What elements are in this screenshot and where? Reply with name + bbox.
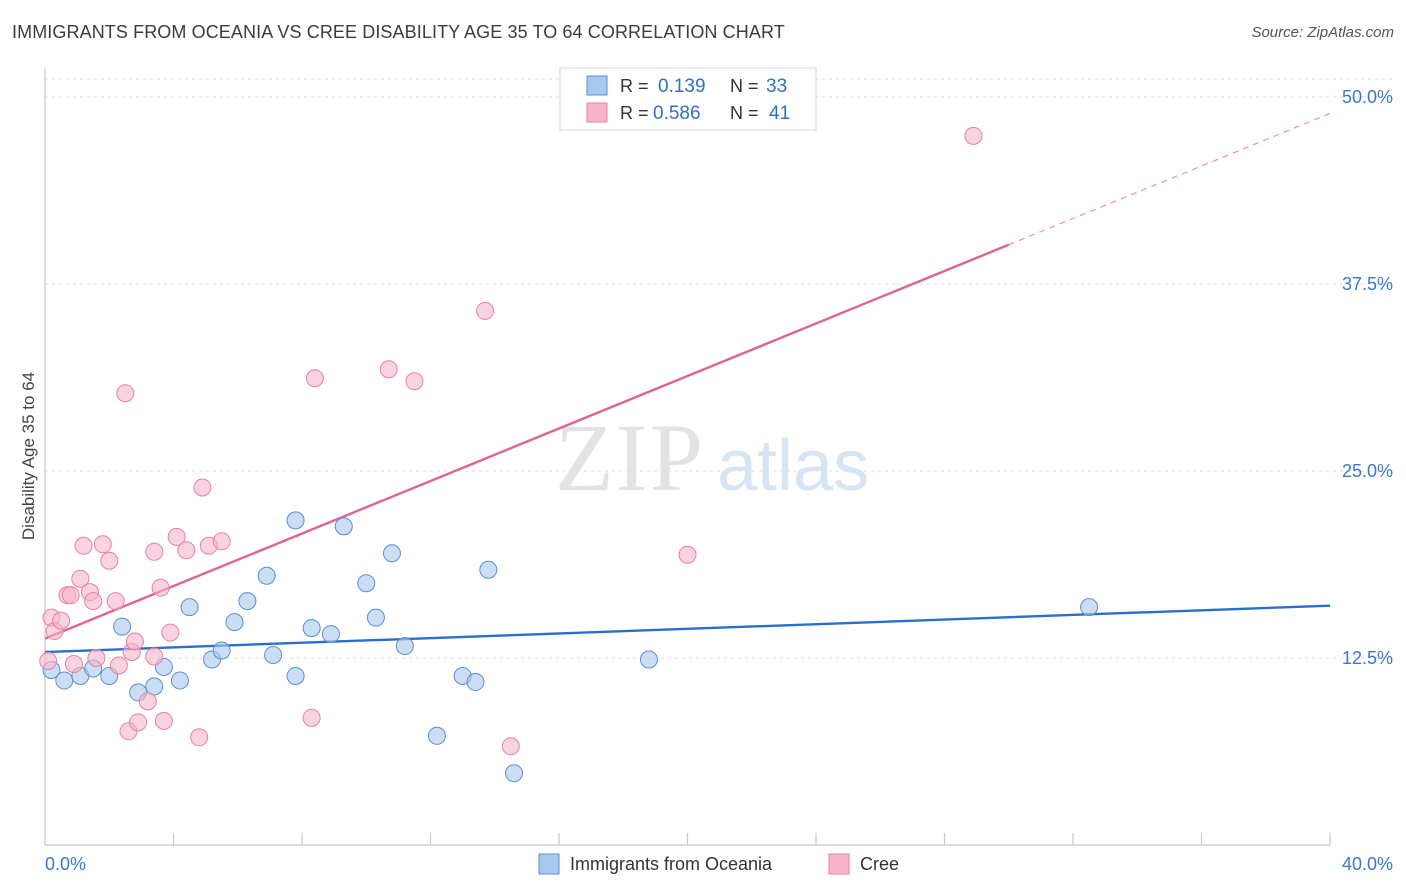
y-tick-label: 12.5% — [1342, 648, 1393, 668]
legend-r-value-oceania: 0.139 — [658, 76, 706, 97]
data-point-oceania — [1080, 598, 1099, 617]
watermark-zip: ZIP — [555, 404, 705, 511]
data-point-cree — [501, 737, 520, 756]
data-point-oceania — [55, 671, 74, 690]
data-point-cree — [212, 532, 231, 551]
data-point-cree — [167, 527, 186, 546]
data-point-oceania — [466, 672, 485, 691]
data-point-cree — [151, 578, 170, 597]
correlation-legend: R = 0.139 N = 33 R = 0.586 N = 41 — [559, 67, 817, 131]
data-point-cree — [145, 647, 164, 666]
legend-n-label-cree: N = — [730, 103, 759, 123]
data-point-cree — [64, 654, 83, 673]
data-point-cree — [177, 541, 196, 560]
data-point-oceania — [479, 560, 498, 579]
y-tick-label: 50.0% — [1342, 87, 1393, 107]
data-point-oceania — [302, 619, 321, 638]
data-point-oceania — [357, 574, 376, 593]
data-point-oceania — [238, 592, 257, 611]
data-point-cree — [964, 126, 983, 145]
legend-n-label-oceania: N = — [730, 76, 759, 96]
data-point-oceania — [225, 613, 244, 632]
trend-line-oceania — [44, 604, 1331, 654]
y-axis-label: Disability Age 35 to 64 — [19, 372, 38, 540]
data-point-oceania — [113, 617, 132, 636]
data-point-cree — [106, 592, 125, 611]
source-label: Source: ZipAtlas.com — [1251, 24, 1394, 41]
watermark-atlas: atlas — [717, 426, 869, 506]
data-point-oceania — [334, 517, 353, 536]
data-point-cree — [129, 713, 148, 732]
data-point-cree — [100, 551, 119, 570]
data-point-oceania — [395, 637, 414, 656]
series-legend-label-cree: Cree — [860, 854, 899, 874]
y-tick-label: 37.5% — [1342, 274, 1393, 294]
series-legend-swatch-oceania — [538, 853, 560, 875]
data-point-cree — [87, 649, 106, 667]
data-point-cree — [678, 545, 697, 564]
data-point-cree — [190, 728, 209, 747]
data-point-cree — [125, 632, 144, 651]
data-point-cree — [305, 369, 324, 388]
data-point-oceania — [257, 566, 276, 585]
series-legend-swatch-cree — [828, 853, 850, 875]
chart-title: IMMIGRANTS FROM OCEANIA VS CREE DISABILI… — [12, 22, 785, 42]
data-point-cree — [302, 708, 321, 727]
trend-line-cree-extension — [1008, 112, 1331, 246]
data-point-cree — [145, 542, 164, 561]
y-tick-label: 25.0% — [1342, 461, 1393, 481]
legend-n-value-oceania: 33 — [766, 76, 787, 97]
x-tick-label-max: 40.0% — [1342, 854, 1393, 874]
legend-r-value-cree: 0.586 — [653, 103, 701, 124]
data-point-oceania — [382, 544, 401, 563]
data-point-cree — [116, 384, 135, 403]
series-legend-label-oceania: Immigrants from Oceania — [570, 854, 773, 874]
data-point-oceania — [427, 726, 446, 745]
data-point-cree — [405, 372, 424, 391]
data-point-cree — [39, 651, 58, 670]
data-point-cree — [109, 656, 128, 675]
data-point-cree — [161, 623, 180, 642]
data-point-oceania — [145, 677, 164, 696]
trend-line-cree — [44, 243, 1010, 640]
data-point-cree — [71, 569, 90, 588]
data-point-cree — [193, 478, 212, 497]
legend-swatch-cree — [586, 102, 608, 123]
legend-n-value-cree: 41 — [769, 103, 790, 124]
x-tick-label-min: 0.0% — [45, 854, 86, 874]
data-point-cree — [74, 536, 93, 555]
legend-r-label-cree: R = — [620, 103, 649, 123]
data-point-cree — [379, 360, 398, 379]
data-point-cree — [476, 301, 495, 320]
data-point-cree — [154, 711, 173, 730]
series-legend: Immigrants from Oceania Cree — [538, 853, 899, 875]
data-point-oceania — [170, 671, 189, 690]
data-point-cree — [61, 586, 80, 605]
data-point-oceania — [212, 641, 231, 660]
legend-swatch-oceania — [586, 75, 608, 96]
data-point-cree — [84, 592, 103, 611]
data-point-cree — [93, 535, 112, 554]
data-point-oceania — [286, 511, 305, 530]
data-point-oceania — [180, 598, 199, 617]
legend-r-label-oceania: R = — [620, 76, 649, 96]
data-point-cree — [138, 692, 157, 711]
data-point-oceania — [264, 646, 283, 665]
data-point-cree — [52, 611, 71, 630]
data-point-oceania — [639, 650, 658, 669]
data-point-oceania — [366, 608, 385, 627]
data-point-oceania — [505, 764, 524, 783]
data-point-oceania — [286, 666, 305, 685]
data-point-oceania — [321, 625, 340, 644]
